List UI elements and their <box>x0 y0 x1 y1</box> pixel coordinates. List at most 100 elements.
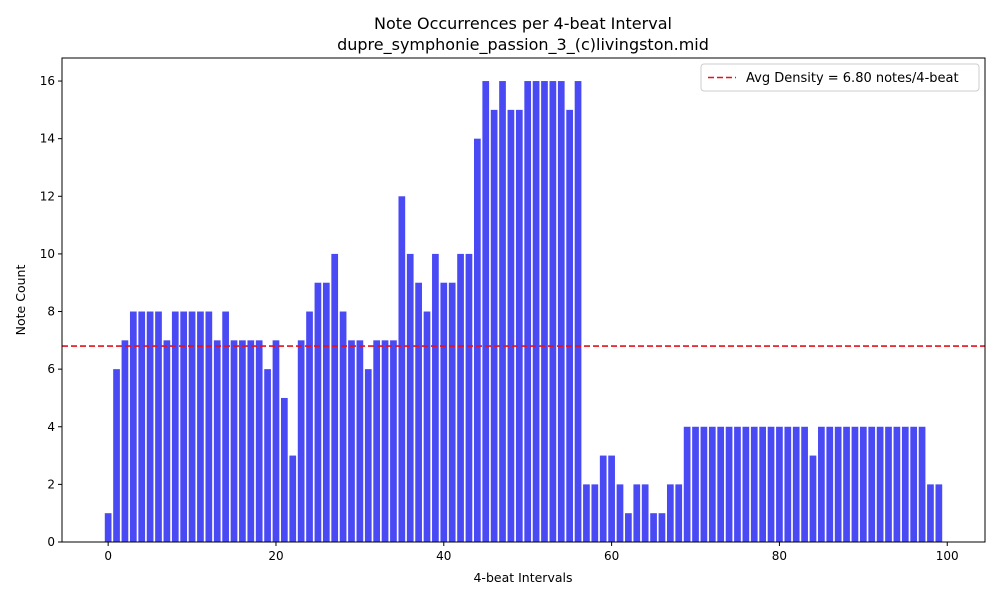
bar <box>180 311 188 542</box>
bar <box>574 81 582 543</box>
x-tick-label: 20 <box>268 549 283 563</box>
x-axis-label: 4-beat Intervals <box>473 570 572 585</box>
bar <box>759 426 766 542</box>
bar <box>851 426 859 542</box>
bar <box>675 484 683 542</box>
bar <box>398 196 406 543</box>
bar <box>339 311 347 542</box>
bar <box>583 484 590 542</box>
bar <box>893 426 901 542</box>
bar <box>146 311 154 542</box>
bar <box>876 426 884 542</box>
bar <box>843 426 850 542</box>
y-tick-label: 2 <box>47 477 55 491</box>
bar <box>666 484 674 542</box>
bar <box>406 253 414 542</box>
bar <box>834 426 842 542</box>
bar <box>767 426 775 542</box>
bar <box>473 138 481 542</box>
bar <box>927 484 934 542</box>
bar <box>499 81 506 543</box>
bar <box>784 426 792 542</box>
bar <box>826 426 834 542</box>
bar <box>423 311 431 542</box>
y-tick-label: 4 <box>47 420 55 434</box>
legend-label: Avg Density = 6.80 notes/4-beat <box>746 71 959 86</box>
bar <box>188 311 196 542</box>
bar <box>658 513 666 542</box>
bar <box>918 426 926 542</box>
legend-box <box>700 63 980 92</box>
bar <box>197 311 204 542</box>
y-tick-label: 6 <box>47 362 55 376</box>
y-tick-label: 16 <box>40 74 55 88</box>
bar <box>230 340 238 542</box>
bar <box>859 426 867 542</box>
plot-frame <box>61 57 986 543</box>
bar <box>625 513 632 542</box>
bar <box>541 81 548 543</box>
x-tick-label: 40 <box>436 549 451 563</box>
bar <box>281 397 288 542</box>
bar-series <box>104 81 943 543</box>
chart-title: Note Occurrences per 4-beat Interval <box>374 14 672 33</box>
bar <box>549 81 557 543</box>
bar <box>104 513 112 542</box>
bar <box>776 426 783 542</box>
bar <box>683 426 691 542</box>
bar <box>448 282 456 542</box>
bar <box>515 109 523 542</box>
y-tick-label: 8 <box>47 305 55 319</box>
bar <box>868 426 876 542</box>
bar <box>272 340 280 542</box>
bar <box>364 369 372 542</box>
bar <box>264 369 271 542</box>
bar <box>616 484 624 542</box>
y-tick-label: 10 <box>40 247 55 261</box>
bar <box>818 426 825 542</box>
bar <box>205 311 213 542</box>
bar <box>809 455 817 542</box>
bar <box>440 282 448 542</box>
bar <box>742 426 750 542</box>
bar <box>557 81 565 543</box>
bar <box>650 513 657 542</box>
bar <box>239 340 246 542</box>
bar <box>507 109 515 542</box>
bar <box>708 426 716 542</box>
bar <box>138 311 146 542</box>
bar <box>289 455 297 542</box>
legend: Avg Density = 6.80 notes/4-beat <box>700 63 980 92</box>
bar <box>121 340 129 542</box>
bar <box>373 340 381 542</box>
bar <box>247 340 255 542</box>
bar <box>566 109 574 542</box>
y-tick-label: 12 <box>40 189 55 203</box>
y-tick-label: 0 <box>47 535 55 549</box>
x-axis-ticks: 0 20 40 60 80 100 <box>104 542 959 563</box>
bar <box>633 484 641 542</box>
bar <box>935 484 943 542</box>
bar <box>532 81 540 543</box>
bar <box>415 282 422 542</box>
x-tick-label: 60 <box>604 549 619 563</box>
x-tick-label: 100 <box>936 549 959 563</box>
bar <box>700 426 708 542</box>
bar <box>599 455 607 542</box>
bar <box>801 426 808 542</box>
bar <box>457 253 464 542</box>
bar <box>734 426 741 542</box>
bar <box>901 426 909 542</box>
bar <box>314 282 322 542</box>
bar <box>331 253 339 542</box>
bar <box>465 253 473 542</box>
bar <box>524 81 532 543</box>
x-tick-label: 80 <box>772 549 787 563</box>
bar <box>322 282 330 542</box>
bar <box>717 426 725 542</box>
bar <box>306 311 313 542</box>
bar <box>885 426 892 542</box>
bar <box>255 340 263 542</box>
bar <box>608 455 615 542</box>
bar <box>750 426 758 542</box>
